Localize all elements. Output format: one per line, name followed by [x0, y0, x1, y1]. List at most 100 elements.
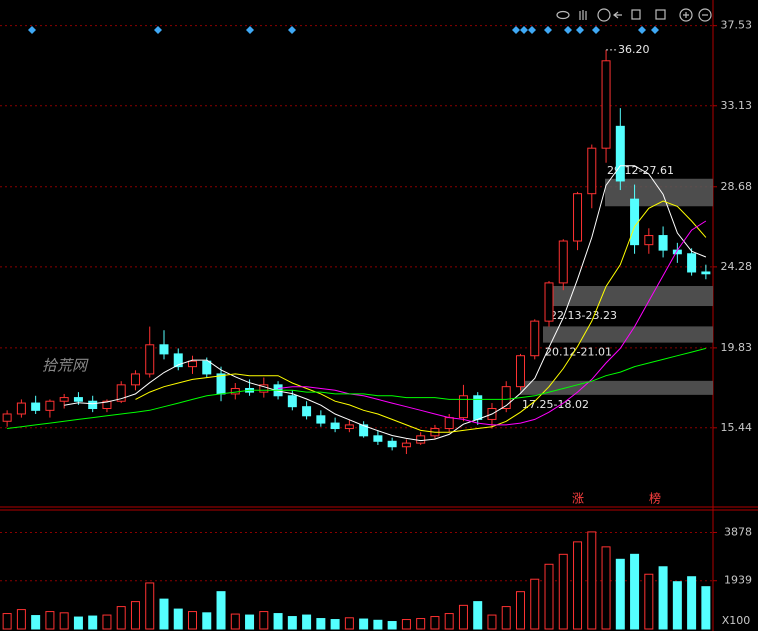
volume-bar: [230, 613, 240, 630]
price-zone: [520, 380, 713, 395]
price-zone: [605, 178, 713, 207]
y-tick-label: 33.13: [721, 99, 753, 112]
volume-bar: [401, 619, 411, 630]
peak-label: 36.20: [618, 43, 650, 56]
candle-body: [330, 422, 340, 430]
candle-body: [373, 435, 383, 442]
candle-body: [45, 400, 55, 411]
y-tick-label: 24.28: [721, 260, 753, 273]
volume-bar: [202, 612, 212, 630]
volume-bar: [45, 611, 55, 630]
zone-label: 20.12-21.01: [545, 346, 612, 359]
zone-label: 17.25-18.02: [522, 398, 589, 411]
moving-average-line: [135, 200, 707, 433]
volume-bar: [159, 598, 169, 630]
y-tick-label: 37.53: [721, 19, 753, 32]
candle-body: [31, 402, 41, 411]
volume-bar: [316, 618, 326, 630]
signal-diamond: [28, 26, 659, 34]
toolbar-zoom-out[interactable]: [698, 8, 712, 22]
candle-body: [188, 360, 198, 368]
volume-bar: [530, 578, 540, 630]
volume-bar: [2, 613, 12, 630]
candle-body: [601, 60, 611, 149]
candle-body: [401, 442, 411, 448]
candle-body: [587, 147, 597, 195]
signal-markers: [28, 26, 659, 34]
volume-unit: X100: [722, 614, 751, 627]
volume-bar: [130, 601, 140, 630]
candle-body: [615, 125, 625, 182]
candle-body: [387, 440, 397, 448]
candle-body: [644, 235, 654, 246]
volume-bar: [287, 616, 297, 630]
toolbar-hand[interactable]: [579, 10, 587, 20]
volume-bar: [644, 573, 654, 630]
volume-bar: [473, 601, 483, 630]
volume-bar: [216, 591, 226, 630]
candle-body: [173, 353, 183, 368]
candle-body: [2, 413, 12, 422]
toolbar-eye[interactable]: [556, 10, 570, 20]
candle-body: [444, 417, 454, 430]
volume-bar: [515, 591, 525, 630]
volume-bar: [31, 615, 41, 630]
volume-bar: [302, 614, 312, 630]
candle-body: [259, 384, 269, 393]
volume-bar: [444, 613, 454, 630]
candle-body: [159, 344, 169, 355]
candle-body: [16, 402, 26, 415]
toolbar-window[interactable]: [655, 9, 666, 20]
price-zone: [543, 326, 713, 343]
volume-bar: [73, 616, 83, 630]
candle-body: [687, 253, 697, 273]
candle-body: [216, 373, 226, 395]
candle-body: [230, 387, 240, 395]
y-tick-label: 28.68: [721, 180, 753, 193]
tag-text: 榜: [649, 491, 661, 506]
volume-bar: [573, 541, 583, 630]
candle-body: [701, 271, 711, 275]
volume-bar: [544, 563, 554, 630]
candle-body: [145, 344, 155, 375]
volume-bar: [359, 618, 369, 630]
zone-label: 22.13-23.23: [550, 309, 617, 322]
candle-body: [501, 386, 511, 410]
volume-bar: [173, 608, 183, 630]
toolbar-zoom-in[interactable]: [679, 8, 693, 22]
volume-bar: [487, 614, 497, 630]
toolbar-back[interactable]: [613, 11, 622, 19]
volume-bar: [387, 621, 397, 630]
volume-bar: [16, 609, 26, 630]
volume-bar: [672, 581, 682, 630]
volume-bar: [615, 558, 625, 630]
tag-text: 涨: [572, 491, 584, 506]
candle-body: [359, 424, 369, 437]
candle-body: [530, 320, 540, 357]
candle-body: [416, 435, 426, 444]
toolbar-doc[interactable]: [631, 9, 641, 20]
volume-bar: [88, 615, 98, 630]
toolbar-plus: [683, 12, 689, 18]
volume-bar: [430, 616, 440, 630]
volume-bar: [273, 613, 283, 630]
candle-body: [287, 395, 297, 408]
volume-bar: [558, 553, 568, 630]
volume-bar: [701, 586, 711, 630]
volume-bar: [416, 618, 426, 630]
candle-body: [658, 235, 668, 251]
moving-average-line: [64, 165, 707, 442]
toolbar: [556, 8, 712, 22]
toolbar-play[interactable]: [597, 8, 611, 22]
volume-bar: [501, 606, 511, 630]
y-tick-label: 3878: [724, 525, 752, 538]
candle-body: [59, 397, 69, 402]
candle-body: [573, 193, 583, 242]
volume-bar: [658, 566, 668, 630]
volume-bar: [145, 582, 155, 630]
candle-body: [73, 397, 83, 402]
candle-body: [344, 424, 354, 430]
volume-bar: [245, 614, 255, 630]
candle-body: [302, 406, 312, 417]
